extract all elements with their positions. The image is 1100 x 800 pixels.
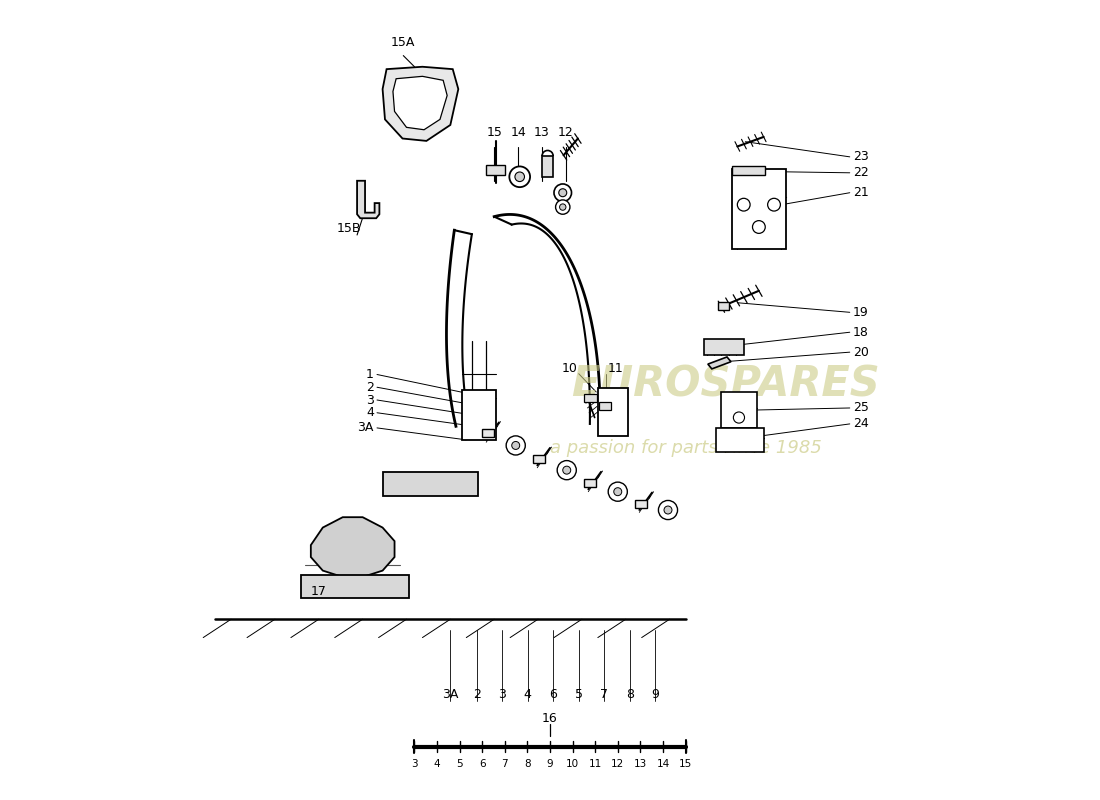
Bar xyxy=(534,455,546,463)
Polygon shape xyxy=(708,357,732,369)
Text: 15: 15 xyxy=(486,126,502,139)
Text: 9: 9 xyxy=(651,689,659,702)
Text: 15: 15 xyxy=(679,759,692,770)
Circle shape xyxy=(659,501,678,519)
Bar xyxy=(486,165,505,175)
Bar xyxy=(598,402,612,410)
Text: 10: 10 xyxy=(566,759,580,770)
Circle shape xyxy=(737,198,750,211)
Circle shape xyxy=(614,488,622,496)
Circle shape xyxy=(768,198,780,211)
Text: 11: 11 xyxy=(607,362,623,374)
Text: 11: 11 xyxy=(588,759,602,770)
Text: 22: 22 xyxy=(852,166,869,179)
Circle shape xyxy=(563,466,571,474)
Bar xyxy=(597,388,628,436)
Text: 13: 13 xyxy=(535,126,550,139)
Bar xyxy=(704,338,744,354)
Circle shape xyxy=(560,204,565,210)
Text: 20: 20 xyxy=(852,346,869,358)
Text: 14: 14 xyxy=(657,759,670,770)
Text: 15B: 15B xyxy=(337,222,361,235)
Text: a passion for parts since 1985: a passion for parts since 1985 xyxy=(550,439,822,457)
Bar xyxy=(716,428,763,452)
Bar xyxy=(718,302,729,310)
Text: 4: 4 xyxy=(433,759,440,770)
Bar xyxy=(722,392,757,428)
Circle shape xyxy=(752,221,766,234)
Text: 9: 9 xyxy=(547,759,553,770)
Text: 23: 23 xyxy=(852,150,869,163)
Text: 12: 12 xyxy=(612,759,625,770)
Bar xyxy=(383,472,478,496)
Bar xyxy=(482,430,494,438)
Text: 14: 14 xyxy=(510,126,526,139)
Text: 8: 8 xyxy=(626,689,634,702)
Bar xyxy=(732,166,766,175)
Text: 2: 2 xyxy=(366,381,374,394)
Text: EUROSPARES: EUROSPARES xyxy=(571,363,880,405)
Text: 19: 19 xyxy=(852,306,869,319)
Text: 3A: 3A xyxy=(358,422,374,434)
Text: 7: 7 xyxy=(502,759,508,770)
Circle shape xyxy=(554,184,572,202)
Circle shape xyxy=(509,166,530,187)
Text: 13: 13 xyxy=(634,759,647,770)
Text: 7: 7 xyxy=(601,689,608,702)
Polygon shape xyxy=(393,76,448,130)
Text: 10: 10 xyxy=(562,362,578,374)
Text: 2: 2 xyxy=(473,689,481,702)
Text: 3A: 3A xyxy=(442,689,459,702)
Circle shape xyxy=(664,506,672,514)
Text: 6: 6 xyxy=(478,759,485,770)
Text: 18: 18 xyxy=(852,326,869,338)
Text: 3: 3 xyxy=(411,759,418,770)
Text: 16: 16 xyxy=(542,712,558,726)
Text: 25: 25 xyxy=(852,402,869,414)
Circle shape xyxy=(734,412,745,423)
Circle shape xyxy=(515,172,525,182)
Circle shape xyxy=(558,461,576,480)
Bar xyxy=(584,394,597,402)
Polygon shape xyxy=(383,66,459,141)
Text: 3: 3 xyxy=(498,689,506,702)
Polygon shape xyxy=(358,181,379,218)
Text: 5: 5 xyxy=(456,759,463,770)
Text: 24: 24 xyxy=(852,418,869,430)
Text: 6: 6 xyxy=(549,689,557,702)
Circle shape xyxy=(512,442,519,450)
Text: 4: 4 xyxy=(366,406,374,419)
Polygon shape xyxy=(542,156,553,177)
Text: 1: 1 xyxy=(366,368,374,381)
Polygon shape xyxy=(311,517,395,577)
Text: 3: 3 xyxy=(366,394,374,406)
Text: 15A: 15A xyxy=(392,36,416,50)
Text: 21: 21 xyxy=(852,186,869,199)
Circle shape xyxy=(556,200,570,214)
Circle shape xyxy=(506,436,526,455)
Bar xyxy=(732,169,786,249)
Text: 5: 5 xyxy=(574,689,583,702)
Text: 12: 12 xyxy=(558,126,574,139)
Text: 8: 8 xyxy=(524,759,530,770)
Bar xyxy=(462,390,496,440)
Bar xyxy=(584,479,596,487)
Text: 17: 17 xyxy=(311,585,327,598)
Bar xyxy=(301,575,409,598)
Circle shape xyxy=(559,189,566,197)
Bar xyxy=(636,500,647,508)
Text: 4: 4 xyxy=(524,689,531,702)
Circle shape xyxy=(608,482,627,502)
